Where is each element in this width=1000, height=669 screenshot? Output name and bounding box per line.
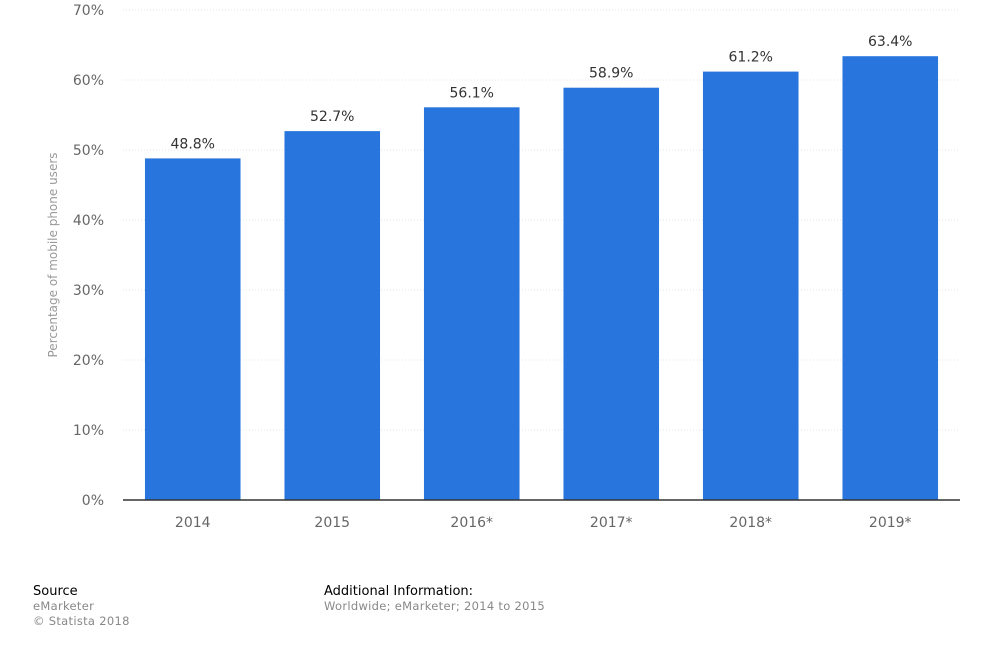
bars <box>144 56 939 501</box>
bar[interactable] <box>423 107 520 501</box>
bar[interactable] <box>144 158 241 500</box>
x-tick-label: 2015 <box>314 515 350 531</box>
x-tick-label: 2014 <box>175 515 211 531</box>
y-tick-label: 20% <box>73 353 104 369</box>
value-label: 63.4% <box>868 34 912 50</box>
bar[interactable] <box>842 56 939 500</box>
source-heading: Source <box>33 584 78 599</box>
y-tick-label: 30% <box>73 283 104 299</box>
copyright: © Statista 2018 <box>33 614 130 628</box>
source-name[interactable]: eMarketer <box>33 599 95 613</box>
x-tick-label: 2019* <box>869 515 912 531</box>
additional-info-text: Worldwide; eMarketer; 2014 to 2015 <box>324 599 545 613</box>
value-label: 58.9% <box>589 66 633 82</box>
x-tick-label: 2016* <box>450 515 493 531</box>
y-axis-ticks: 0% 10% 20% 30% 40% 50% 60% 70% <box>73 3 104 509</box>
bar-chart: 0% 10% 20% 30% 40% 50% 60% 70% 48.8% 52.7% 56.1% 5… <box>46 3 960 531</box>
y-tick-label: 0% <box>82 493 104 509</box>
value-label: 52.7% <box>310 109 354 125</box>
additional-info-block: Additional Information: Worldwide; eMark… <box>324 584 545 614</box>
bar[interactable] <box>563 87 660 500</box>
y-tick-label: 10% <box>73 423 104 439</box>
bar[interactable] <box>284 131 381 500</box>
x-axis-ticks: 2014 2015 2016* 2017* 2018* 2019* <box>175 515 912 531</box>
source-block: Source eMarketer © Statista 2018 <box>33 584 130 629</box>
x-tick-label: 2017* <box>590 515 633 531</box>
gridlines <box>123 9 960 431</box>
value-label: 56.1% <box>450 85 494 101</box>
additional-info-heading: Additional Information: <box>324 584 474 599</box>
bar[interactable] <box>702 71 799 500</box>
value-label: 61.2% <box>729 50 773 66</box>
y-tick-label: 50% <box>73 143 104 159</box>
x-tick-label: 2018* <box>729 515 772 531</box>
value-labels: 48.8% 52.7% 56.1% 58.9% 61.2% 63.4% <box>171 34 913 152</box>
y-tick-label: 70% <box>73 3 104 19</box>
y-tick-label: 60% <box>73 73 104 89</box>
value-label: 48.8% <box>171 136 215 152</box>
y-tick-label: 40% <box>73 213 104 229</box>
y-axis-label: Percentage of mobile phone users <box>46 152 60 357</box>
